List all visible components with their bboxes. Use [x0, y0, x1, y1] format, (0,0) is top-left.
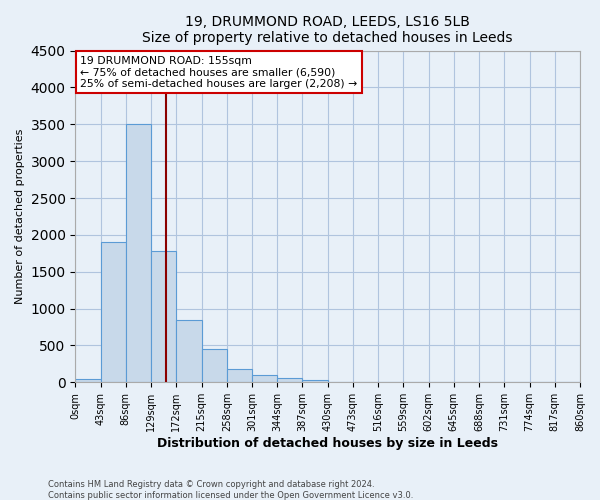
Bar	[252, 375, 277, 382]
Y-axis label: Number of detached properties: Number of detached properties	[15, 129, 25, 304]
X-axis label: Distribution of detached houses by size in Leeds: Distribution of detached houses by size …	[157, 437, 498, 450]
Bar	[101, 242, 126, 382]
Bar	[227, 370, 252, 382]
Bar	[302, 380, 328, 382]
Bar	[151, 251, 176, 382]
Bar	[176, 320, 202, 382]
Bar	[277, 378, 302, 382]
Bar	[202, 349, 227, 382]
Bar	[126, 124, 151, 382]
Text: 19 DRUMMOND ROAD: 155sqm
← 75% of detached houses are smaller (6,590)
25% of sem: 19 DRUMMOND ROAD: 155sqm ← 75% of detach…	[80, 56, 358, 88]
Bar	[76, 378, 101, 382]
Title: 19, DRUMMOND ROAD, LEEDS, LS16 5LB
Size of property relative to detached houses : 19, DRUMMOND ROAD, LEEDS, LS16 5LB Size …	[142, 15, 513, 45]
Text: Contains HM Land Registry data © Crown copyright and database right 2024.
Contai: Contains HM Land Registry data © Crown c…	[48, 480, 413, 500]
